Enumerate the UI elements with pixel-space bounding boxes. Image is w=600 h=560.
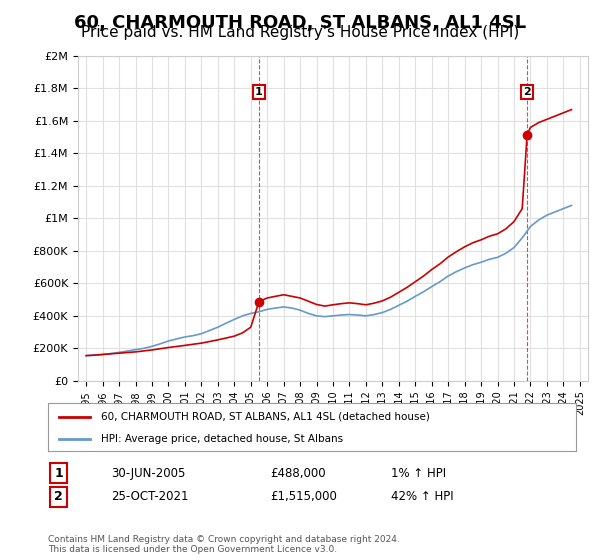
Text: HPI: Average price, detached house, St Albans: HPI: Average price, detached house, St A… bbox=[101, 434, 343, 444]
Text: 1: 1 bbox=[255, 87, 263, 97]
Text: 2: 2 bbox=[54, 491, 63, 503]
Text: 2: 2 bbox=[523, 87, 531, 97]
Text: Contains HM Land Registry data © Crown copyright and database right 2024.
This d: Contains HM Land Registry data © Crown c… bbox=[48, 535, 400, 554]
Text: 60, CHARMOUTH ROAD, ST ALBANS, AL1 4SL: 60, CHARMOUTH ROAD, ST ALBANS, AL1 4SL bbox=[74, 14, 526, 32]
Text: 30-JUN-2005: 30-JUN-2005 bbox=[112, 466, 186, 479]
Text: £488,000: £488,000 bbox=[270, 466, 325, 479]
Text: 25-OCT-2021: 25-OCT-2021 bbox=[112, 491, 189, 503]
Text: 60, CHARMOUTH ROAD, ST ALBANS, AL1 4SL (detached house): 60, CHARMOUTH ROAD, ST ALBANS, AL1 4SL (… bbox=[101, 412, 430, 422]
Text: 1: 1 bbox=[54, 466, 63, 479]
Text: 42% ↑ HPI: 42% ↑ HPI bbox=[391, 491, 454, 503]
Text: Price paid vs. HM Land Registry's House Price Index (HPI): Price paid vs. HM Land Registry's House … bbox=[81, 25, 519, 40]
Text: £1,515,000: £1,515,000 bbox=[270, 491, 337, 503]
Text: 1% ↑ HPI: 1% ↑ HPI bbox=[391, 466, 446, 479]
